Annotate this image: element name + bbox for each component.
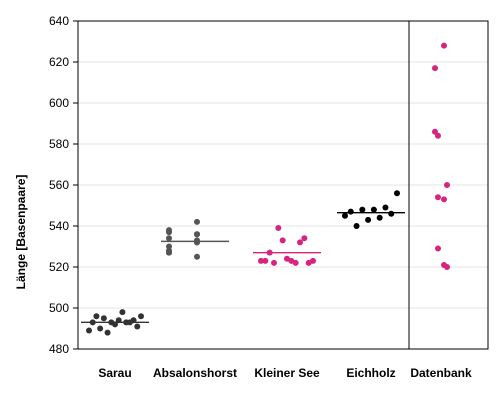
x-category-label: Datenbank	[410, 366, 472, 380]
data-point	[394, 190, 400, 197]
data-point	[279, 237, 286, 244]
data-point	[347, 208, 354, 215]
y-tick-label: 580	[49, 137, 69, 151]
data-point	[435, 132, 441, 139]
data-point	[271, 259, 277, 266]
y-tick-label: 620	[49, 55, 69, 69]
data-point	[284, 255, 290, 262]
data-point	[258, 257, 264, 264]
data-point	[166, 243, 172, 250]
data-point	[292, 259, 299, 266]
data-point	[100, 315, 107, 322]
data-point	[441, 42, 447, 49]
data-point	[89, 319, 96, 326]
data-point	[359, 206, 366, 213]
data-point	[262, 257, 269, 264]
data-point	[441, 196, 447, 203]
data-point	[365, 216, 372, 223]
data-point	[376, 214, 383, 221]
data-point	[104, 329, 111, 336]
x-axis-category-labels: Sarau Absalonshorst Kleiner See Eichholz Dat…	[98, 366, 472, 380]
data-point	[86, 327, 92, 334]
x-category-label: Absalonshorst	[153, 366, 237, 380]
data-point	[194, 253, 200, 260]
data-point	[97, 325, 104, 332]
data-point	[382, 204, 389, 211]
y-axis-ticks: 480 500 520 540 560 580 600 620 640	[49, 14, 78, 356]
data-point	[166, 235, 172, 242]
mean-lines	[81, 211, 405, 324]
data-point	[301, 235, 308, 242]
y-tick-label: 540	[49, 219, 69, 233]
data-point	[194, 218, 200, 225]
data-point	[342, 212, 348, 219]
data-point	[166, 227, 172, 234]
data-points	[86, 42, 450, 336]
data-point	[138, 313, 144, 320]
data-point	[123, 319, 130, 326]
y-tick-label: 560	[49, 178, 69, 192]
data-point	[119, 309, 126, 316]
data-point	[432, 65, 438, 72]
data-point	[432, 128, 438, 135]
y-tick-label: 520	[49, 260, 69, 274]
y-axis-title: Länge [Basenpaare]	[14, 175, 28, 290]
data-point	[93, 313, 100, 320]
data-point	[435, 245, 441, 252]
data-point	[444, 182, 450, 188]
x-category-label: Eichholz	[346, 366, 395, 380]
grid-layer	[78, 61, 488, 309]
data-point	[194, 231, 200, 238]
data-point	[444, 264, 450, 270]
y-tick-label: 600	[49, 96, 69, 110]
x-category-label: Sarau	[98, 366, 131, 380]
data-point	[194, 239, 200, 246]
data-point	[353, 223, 360, 229]
data-point	[388, 210, 395, 217]
y-tick-label: 640	[49, 14, 69, 28]
y-tick-label: 480	[49, 342, 69, 356]
x-category-label: Kleiner See	[254, 366, 320, 380]
data-point	[370, 206, 377, 213]
data-point	[108, 319, 115, 326]
data-point	[266, 249, 273, 256]
data-point	[310, 257, 316, 264]
data-point	[166, 249, 172, 256]
y-tick-label: 500	[49, 301, 69, 315]
data-point	[115, 317, 122, 324]
data-point	[297, 239, 303, 246]
data-point	[435, 194, 441, 201]
data-point	[275, 225, 282, 232]
data-point	[134, 323, 141, 330]
